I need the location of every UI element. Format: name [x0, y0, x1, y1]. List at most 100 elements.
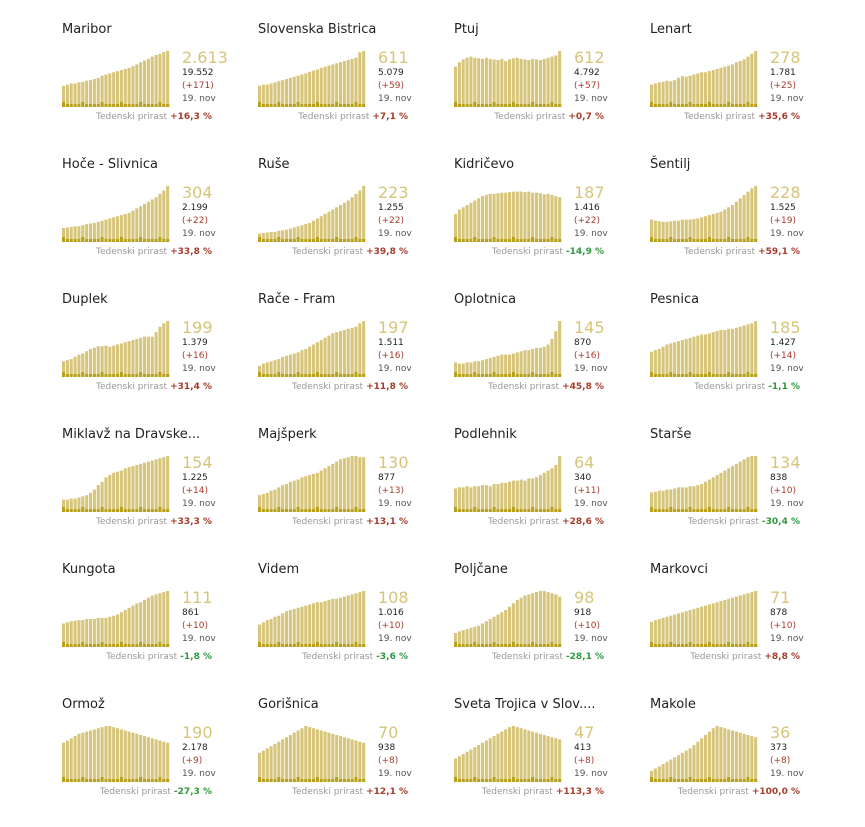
bar: [127, 467, 131, 512]
bar-new: [523, 644, 527, 647]
bar: [119, 612, 123, 647]
bar-new: [558, 644, 562, 647]
bar: [719, 727, 723, 782]
chart-card: Kidričevo 187 1.416 (+22) 19. nov Tedenski pr…: [454, 157, 644, 287]
bar: [265, 492, 269, 512]
bar-new: [661, 644, 665, 647]
chart-title: Hoče - Slivnica: [62, 157, 158, 172]
bar-new: [692, 644, 696, 647]
bar: [704, 734, 708, 782]
bar: [746, 593, 750, 647]
bar-new: [73, 779, 77, 782]
bar: [535, 592, 539, 647]
bar: [300, 74, 304, 107]
bar: [680, 340, 684, 377]
bar-new: [77, 374, 81, 377]
bar-new: [131, 644, 135, 647]
bar-new: [554, 374, 558, 377]
bar: [488, 486, 492, 512]
bar-new: [704, 104, 708, 107]
bar: [527, 478, 531, 512]
bar-new: [727, 102, 731, 107]
bar-new: [488, 104, 492, 107]
bar: [323, 66, 327, 107]
bar-new: [277, 642, 281, 647]
bar-new: [454, 642, 458, 647]
bar-new: [653, 779, 657, 782]
bar: [362, 186, 366, 242]
bar: [673, 614, 677, 647]
bar-new: [719, 239, 723, 242]
bar: [288, 77, 292, 107]
bar-new: [100, 777, 104, 782]
bar: [265, 84, 269, 107]
bar-new: [281, 779, 285, 782]
bar: [358, 52, 362, 107]
bar-new: [119, 642, 123, 647]
bar: [112, 345, 116, 377]
bar: [350, 456, 354, 512]
bar-new: [481, 104, 485, 107]
total-value: 2.199: [182, 203, 208, 213]
bar: [535, 59, 539, 107]
bar-new: [350, 374, 354, 377]
bar-new: [100, 237, 104, 242]
bar-new: [469, 779, 473, 782]
bar: [342, 458, 346, 512]
bar: [719, 601, 723, 647]
bar-new: [527, 374, 531, 377]
bar: [692, 608, 696, 647]
bar: [281, 739, 285, 782]
bar: [116, 71, 120, 107]
bar: [281, 230, 285, 242]
chart-title: Ptuj: [454, 22, 479, 37]
bar-new: [104, 104, 108, 107]
bar-new: [362, 644, 366, 647]
bar-new: [362, 779, 366, 782]
bar-new: [77, 104, 81, 107]
bar-new: [519, 239, 523, 242]
bar-new: [669, 777, 673, 782]
bar: [511, 726, 515, 782]
bar-new: [154, 239, 158, 242]
bar-new: [312, 779, 316, 782]
bar: [104, 617, 108, 647]
growth-value: -3,6 %: [376, 652, 408, 662]
delta-value: (+13): [378, 486, 405, 496]
bar: [65, 499, 69, 512]
total-value: 1.379: [182, 338, 208, 348]
bar: [89, 619, 93, 647]
bar: [312, 603, 316, 647]
bar: [550, 737, 554, 782]
bar: [715, 212, 719, 242]
bar: [96, 728, 100, 782]
latest-value: 71: [770, 588, 791, 607]
weekly-growth: Tedenski prirast +33,8 %: [96, 247, 212, 257]
bar: [535, 347, 539, 377]
bar-new: [342, 239, 346, 242]
bar-new: [723, 644, 727, 647]
bar: [742, 325, 746, 377]
bar-new: [85, 779, 89, 782]
bar: [727, 598, 731, 647]
bar: [650, 219, 654, 242]
bar: [123, 730, 127, 782]
bar: [527, 191, 531, 242]
bar-new: [323, 104, 327, 107]
bar: [688, 486, 692, 512]
bar-new: [315, 642, 319, 647]
bar-new: [454, 237, 458, 242]
delta-value: (+11): [574, 486, 601, 496]
bar: [477, 745, 481, 782]
bar: [711, 214, 715, 242]
bar-new: [312, 509, 316, 512]
bar: [650, 492, 654, 512]
chart-card: Sveta Trojica v Slov.... 47 413 (+8) 19. nov…: [454, 697, 644, 827]
bar: [265, 620, 269, 647]
bar-new: [162, 374, 166, 377]
date-label: 19. nov: [574, 499, 608, 509]
bar: [354, 740, 358, 782]
total-value: 1.427: [770, 338, 796, 348]
bar: [265, 362, 269, 377]
bar-new: [754, 239, 758, 242]
